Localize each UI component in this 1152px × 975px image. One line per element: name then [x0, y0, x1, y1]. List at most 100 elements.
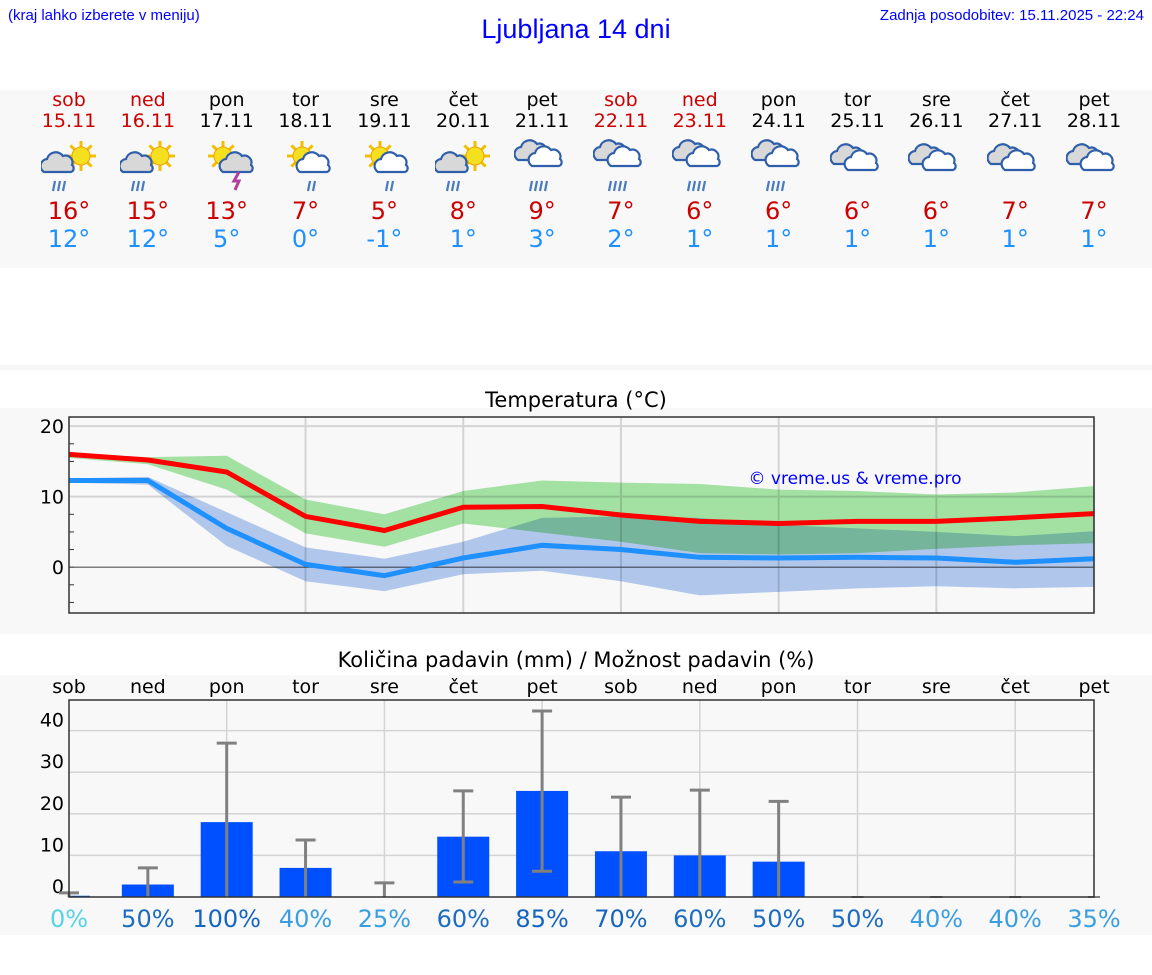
precip-probability: 50%	[752, 905, 805, 933]
day-forecast[interactable]: pon 24.11 6° 1°	[739, 90, 819, 253]
cloudy-icon	[829, 143, 879, 172]
day-forecast[interactable]: sob 22.11 7° 2°	[581, 90, 661, 253]
day-forecast[interactable]: čet 27.11 7° 1°	[975, 90, 1055, 253]
x-tick-label: sre	[922, 676, 951, 698]
plot-frame	[68, 699, 1095, 898]
max-temp: 7°	[291, 197, 320, 225]
day-forecast[interactable]: tor 18.11 7° 0°	[266, 90, 346, 253]
min-temp: 1°	[843, 225, 872, 253]
day-forecast[interactable]: čet 20.11 8° 1°	[423, 90, 503, 253]
x-tick-label: tor	[292, 676, 319, 698]
max-temp: 13°	[205, 197, 248, 225]
max-temp: 9°	[528, 197, 556, 225]
day-date: 28.11	[1066, 110, 1122, 132]
min-temp: 12°	[126, 225, 170, 253]
day-forecast[interactable]: tor 25.11 6° 1°	[818, 90, 898, 253]
y-tick-label: 20	[40, 416, 64, 438]
cloud-rain-icon	[750, 139, 800, 192]
location-hint[interactable]: (kraj lahko izberete v meniju)	[8, 7, 200, 24]
cloudy-icon	[987, 143, 1036, 172]
day-forecast[interactable]: ned 16.11 15° 12°	[108, 90, 188, 253]
day-date: 19.11	[357, 110, 412, 132]
precipitation-chart-title: Količina padavin (mm) / Možnost padavin …	[337, 648, 815, 672]
x-tick-label: pon	[209, 676, 245, 698]
x-tick-label: sre	[370, 676, 399, 698]
max-temp: 6°	[922, 197, 950, 225]
watermark: © vreme.us & vreme.pro	[748, 469, 961, 489]
min-temp: 1°	[922, 225, 950, 253]
x-tick-label: sob	[52, 676, 86, 698]
cloud-rain-icon	[592, 139, 642, 192]
precipitation-chart-bg	[0, 675, 1152, 935]
min-temp-line	[69, 477, 1095, 579]
precip-probability: 25%	[358, 905, 411, 933]
max-temp: 7°	[607, 197, 635, 225]
max-temp: 7°	[1080, 197, 1108, 225]
precip-probability: 70%	[594, 905, 647, 933]
min-temp: 2°	[607, 225, 635, 253]
day-forecast[interactable]: pet 21.11 9° 3°	[502, 90, 582, 253]
day-name: sre	[921, 89, 951, 111]
x-tick-label: ned	[130, 676, 166, 698]
y-tick-label: 40	[40, 710, 64, 732]
x-tick-label: pet	[526, 676, 557, 698]
day-forecast[interactable]: sre 19.11 5° -1°	[344, 90, 424, 253]
precip-probability: 40%	[989, 905, 1042, 933]
day-name: čet	[1000, 89, 1030, 111]
min-temp: -1°	[366, 225, 403, 253]
daily-forecast-panel: sob 15.11 16° 12° ned 16.11 15° 12° pon 17…	[0, 90, 1152, 268]
day-date: 24.11	[751, 110, 806, 132]
cloudy-icon	[1066, 143, 1115, 172]
max-temp: 16°	[47, 197, 91, 225]
day-date: 16.11	[120, 110, 176, 132]
min-temp: 5°	[213, 225, 241, 253]
cloud-rain-icon	[671, 139, 721, 192]
max-temp: 7°	[1001, 197, 1029, 225]
min-temp: 1°	[765, 225, 793, 253]
precip-probability: 50%	[831, 905, 884, 933]
sun-cloud-rain-icon	[41, 141, 96, 192]
day-forecast[interactable]: sob 15.11 16° 12°	[29, 90, 109, 253]
day-forecast[interactable]: pet 28.11 7° 1°	[1054, 90, 1134, 253]
day-date: 27.11	[987, 110, 1043, 132]
y-tick-label: 10	[40, 487, 64, 509]
day-name: tor	[292, 89, 319, 111]
precip-probability: 40%	[910, 905, 963, 933]
precip-probability: 85%	[515, 905, 568, 933]
precip-probability: 50%	[121, 905, 174, 933]
max-temp: 6°	[765, 197, 793, 225]
day-name: sob	[604, 89, 638, 111]
x-tick-label: čet	[448, 676, 478, 698]
day-forecast[interactable]: pon 17.11 13° 5°	[187, 90, 267, 253]
sun-cloud-light-rain-icon	[286, 141, 331, 192]
day-name: sre	[369, 89, 399, 111]
day-date: 23.11	[672, 110, 727, 132]
temperature-chart-title: Temperatura (°C)	[485, 388, 667, 412]
sun-cloud-thunder-icon	[207, 141, 254, 191]
min-temp: 12°	[47, 225, 91, 253]
max-temp: 6°	[686, 197, 714, 225]
max-temp: 5°	[370, 197, 399, 225]
max-temp-line	[68, 451, 1095, 534]
precip-probability: 60%	[437, 905, 490, 933]
day-date: 20.11	[436, 110, 491, 132]
day-name: ned	[129, 89, 166, 111]
min-temp: 3°	[528, 225, 556, 253]
y-tick-label: 30	[40, 751, 64, 773]
sun-cloud-rain-icon	[435, 141, 491, 192]
day-date: 25.11	[830, 110, 885, 132]
day-forecast[interactable]: ned 23.11 6° 1°	[660, 90, 740, 253]
precip-probability: 0%	[50, 905, 88, 933]
x-tick-label: pet	[1078, 676, 1109, 698]
cloud-rain-icon	[514, 139, 563, 192]
divider	[0, 365, 1152, 370]
day-forecast[interactable]: sre 26.11 6° 1°	[896, 90, 976, 253]
y-tick-label: 20	[40, 793, 64, 815]
min-temp: 0°	[291, 225, 320, 253]
day-date: 21.11	[514, 110, 570, 132]
sun-icon	[207, 141, 238, 171]
day-name: pon	[208, 89, 245, 111]
y-tick-label: 0	[52, 557, 64, 579]
precip-probability: 40%	[279, 905, 332, 933]
